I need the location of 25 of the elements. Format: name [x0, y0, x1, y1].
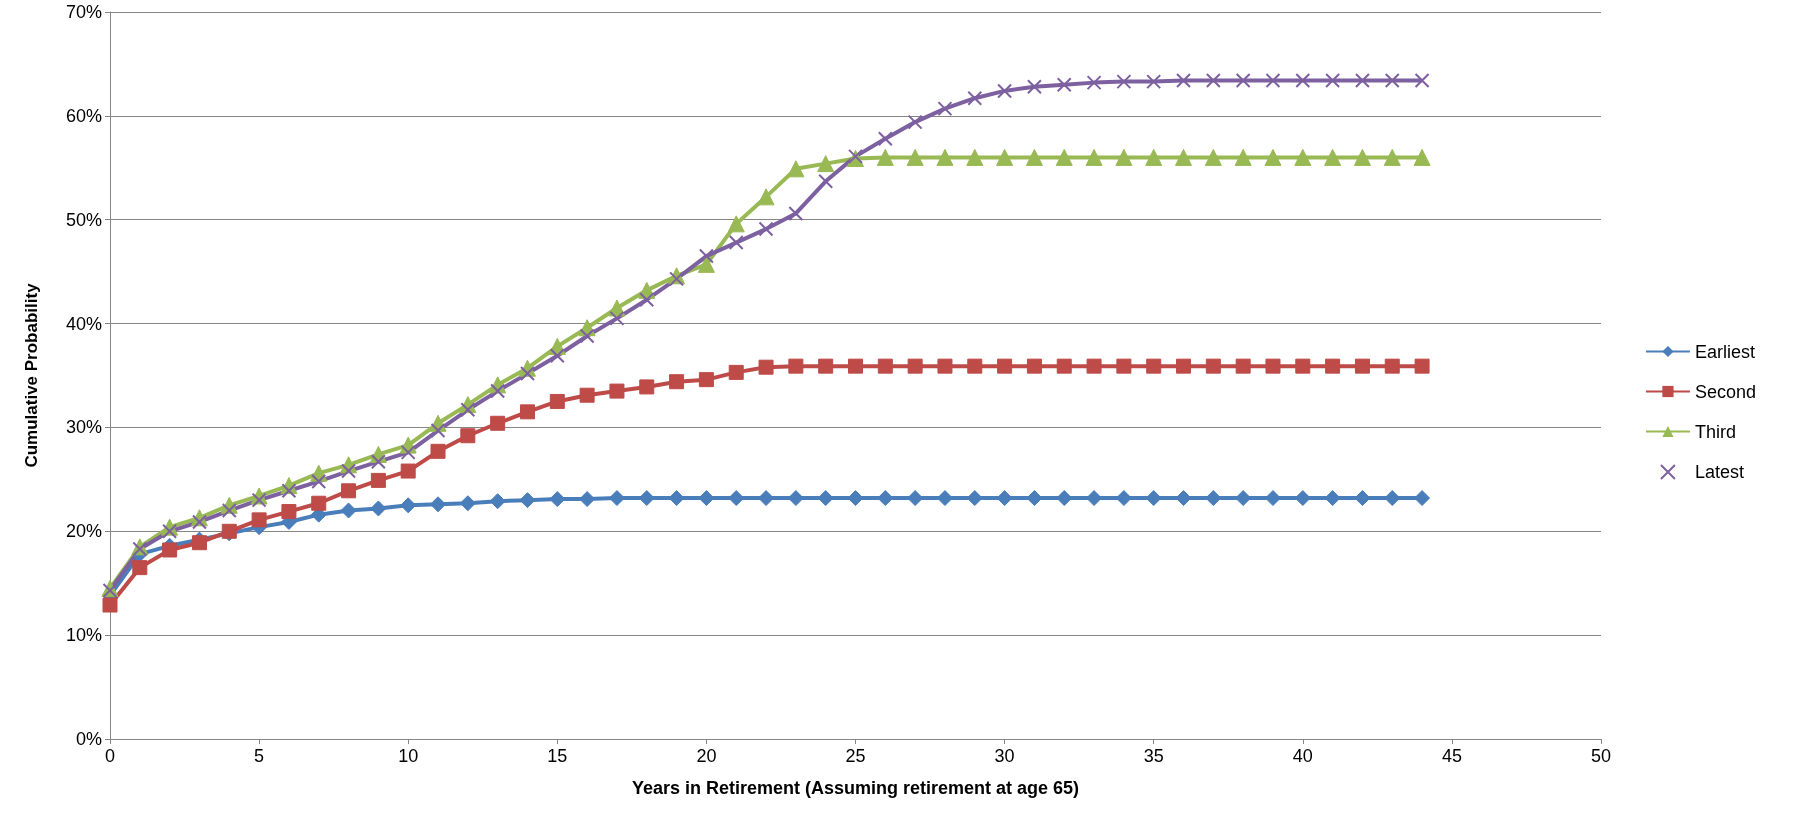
y-tick-label: 40% — [65, 313, 102, 334]
x-tick-label: 25 — [845, 746, 866, 766]
x-tick-label: 35 — [1143, 746, 1164, 766]
legend-label: Third — [1694, 421, 1736, 442]
x-tick-label: 0 — [104, 746, 116, 766]
y-tick-label: 60% — [65, 105, 102, 126]
y-tick-label: 50% — [65, 209, 102, 230]
legend-label: Latest — [1694, 462, 1744, 482]
x-tick-label: 40 — [1292, 746, 1313, 766]
y-tick-label: 30% — [65, 417, 102, 438]
y-tick-label: 0% — [75, 729, 102, 749]
x-tick-label: 10 — [398, 746, 419, 766]
y-tick-label: 70% — [65, 2, 102, 22]
x-tick-label: 5 — [254, 746, 265, 766]
x-axis-title: Years in Retirement (Assuming retirement at age 65) — [631, 778, 1080, 798]
y-tick-label: 20% — [65, 521, 102, 542]
x-tick-label: 30 — [994, 746, 1015, 766]
y-tick-label: 10% — [65, 625, 102, 646]
y-axis-title: Cumulative Probability — [22, 282, 41, 468]
x-tick-label: 50 — [1590, 746, 1612, 766]
x-tick-label: 45 — [1441, 746, 1462, 766]
legend-label: Second — [1694, 381, 1757, 402]
x-tick-label: 20 — [696, 746, 717, 766]
x-tick-label: 15 — [547, 746, 568, 766]
legend-label: Earliest — [1694, 341, 1755, 362]
